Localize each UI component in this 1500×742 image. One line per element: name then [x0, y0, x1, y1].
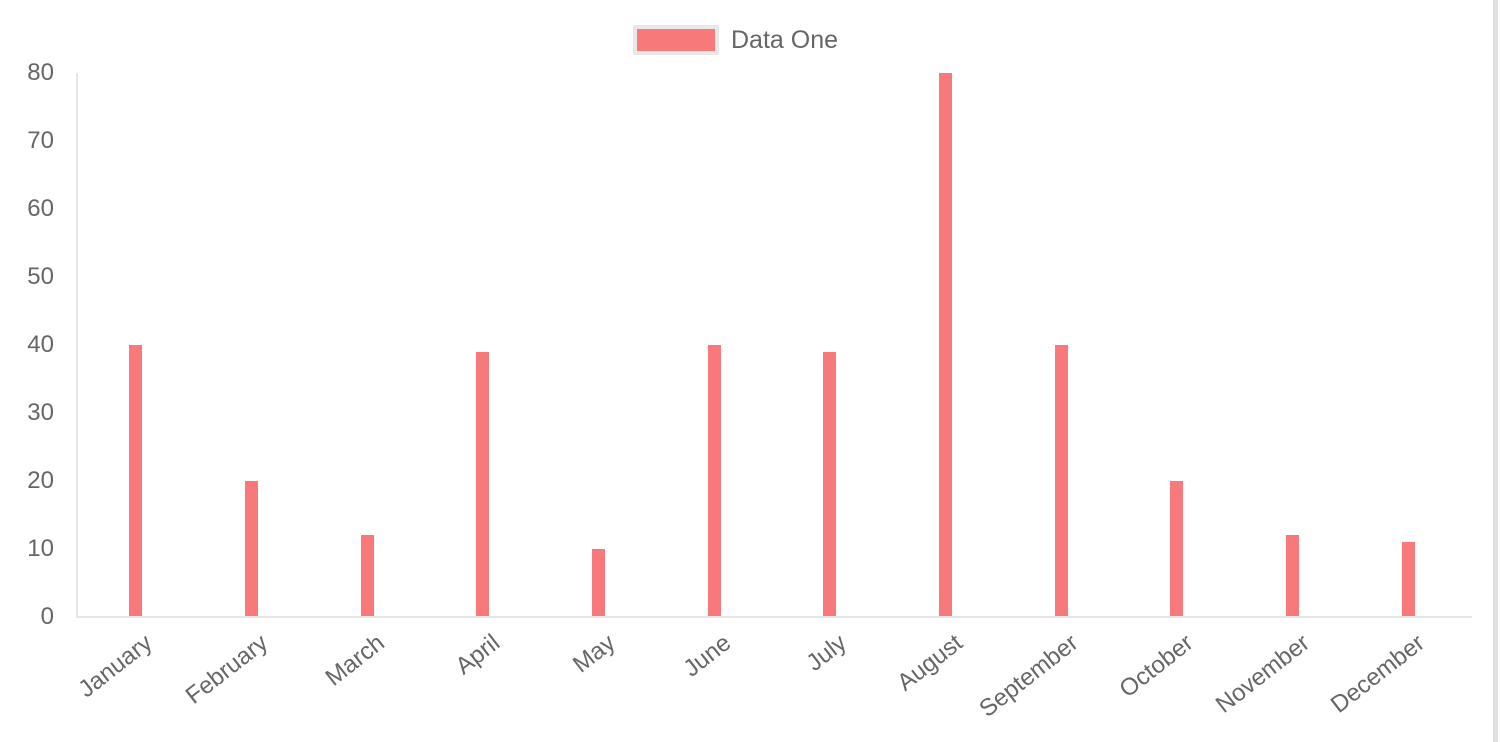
bar-december[interactable]	[1401, 542, 1415, 617]
legend-color-swatch	[633, 25, 719, 55]
y-tick-label: 60	[27, 195, 54, 222]
bar-november[interactable]	[1286, 535, 1299, 617]
bar-august[interactable]	[939, 73, 952, 617]
scrollbar-track	[1493, 0, 1498, 742]
x-tick-label-february: February	[181, 629, 274, 710]
bar-june[interactable]	[707, 345, 721, 617]
y-tick-label: 40	[27, 331, 54, 358]
x-tick-label-april: April	[450, 629, 505, 681]
y-axis-line	[76, 73, 78, 617]
x-tick-label-december: December	[1326, 629, 1431, 719]
bar-may[interactable]	[592, 549, 605, 617]
bar-october[interactable]	[1170, 481, 1184, 617]
x-tick-label-january: January	[73, 629, 158, 704]
bar-march[interactable]	[360, 535, 374, 617]
x-tick-label-june: June	[678, 629, 737, 683]
x-tick-label-august: August	[892, 629, 968, 697]
y-tick-label: 0	[40, 603, 54, 630]
y-tick-label: 10	[27, 535, 54, 562]
y-tick-label: 30	[27, 399, 54, 426]
x-tick-label-november: November	[1210, 629, 1315, 719]
y-tick-label: 70	[27, 127, 54, 154]
x-tick-label-october: October	[1114, 629, 1199, 704]
bar-july[interactable]	[823, 351, 837, 617]
x-tick-label-september: September	[974, 629, 1084, 723]
x-tick-label-july: July	[801, 629, 852, 677]
x-tick-label-may: May	[568, 629, 621, 679]
x-tick-label-march: March	[320, 629, 390, 692]
y-tick-label: 50	[27, 263, 54, 290]
bar-april[interactable]	[476, 351, 490, 617]
bar-september[interactable]	[1054, 345, 1068, 617]
y-tick-label: 20	[27, 467, 54, 494]
y-tick-label: 80	[27, 59, 54, 86]
x-axis-line	[76, 616, 1472, 618]
legend-label: Data One	[731, 26, 839, 54]
bar-january[interactable]	[129, 345, 143, 617]
legend-item-data-one[interactable]: Data One	[633, 25, 838, 55]
bar-february[interactable]	[245, 481, 258, 617]
